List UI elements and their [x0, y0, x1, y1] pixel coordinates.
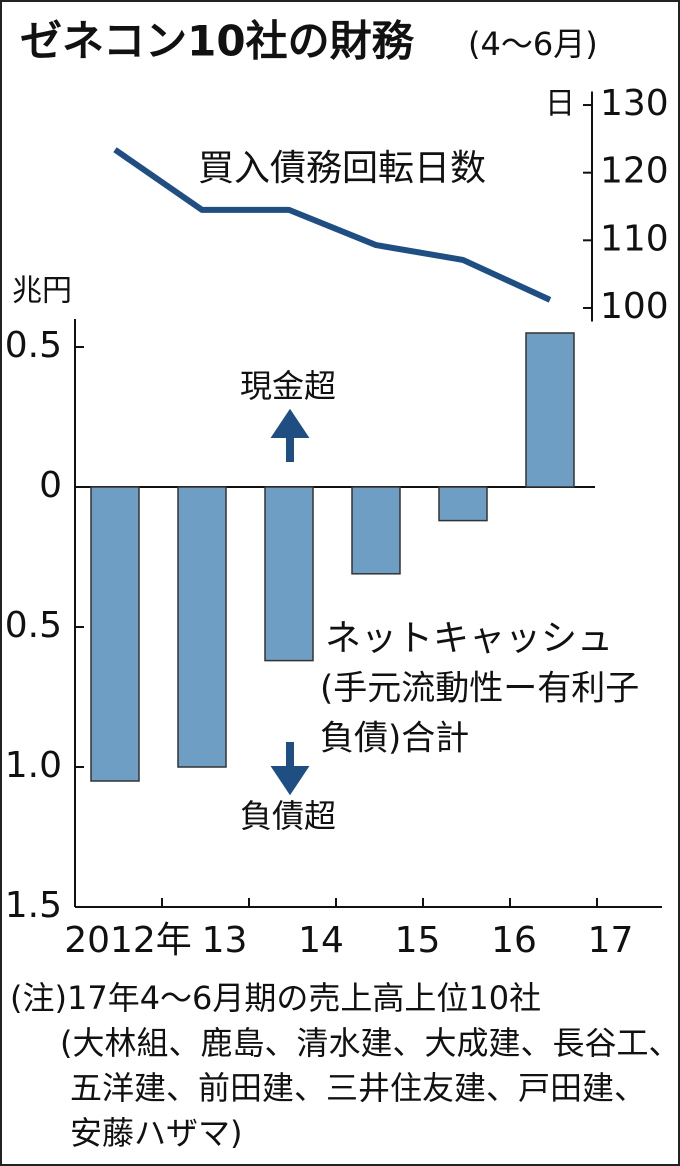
x-tick-label: 15 — [395, 920, 441, 961]
x-tick-label: 16 — [491, 920, 537, 961]
y2-tick-label: 100 — [600, 286, 669, 327]
y-axis-label: 兆円 — [12, 274, 72, 309]
y2-axis-label: 日 — [545, 87, 575, 122]
bar — [264, 486, 314, 662]
up-arrow — [270, 408, 310, 462]
bar — [438, 486, 488, 522]
bar — [525, 332, 575, 488]
annotation: (手元流動性ー有利子 — [320, 669, 639, 709]
note: (大林組、鹿島、清水建、大成建、長谷工、 — [60, 1024, 680, 1062]
annotation: 負債超 — [240, 797, 336, 835]
y-tick-label: 0.5 — [5, 605, 62, 646]
y-tick-label: 1.5 — [5, 885, 62, 926]
y2-tick-label: 130 — [600, 83, 669, 124]
note: 安藤ハザマ) — [70, 1114, 243, 1152]
y2-tick-label: 120 — [600, 151, 669, 192]
y-tick-label: 0.5 — [5, 325, 62, 366]
bar — [177, 486, 227, 768]
series-label: 買入債務回転日数 — [198, 148, 486, 189]
x-tick-label: 17 — [588, 920, 634, 961]
note: (注)17年4〜6月期の売上高上位10社 — [10, 979, 541, 1017]
y-tick-label: 0 — [39, 465, 62, 506]
note: 五洋建、前田建、三井住友建、戸田建、 — [70, 1069, 646, 1107]
annotation: 負債)合計 — [320, 719, 469, 759]
series-label: ネットキャッシュ — [325, 618, 613, 659]
line — [113, 147, 552, 303]
chart-title: ゼネコン10社の財務 — [20, 17, 415, 66]
down-arrow — [270, 742, 310, 796]
x-tick-label: 13 — [202, 920, 248, 961]
y2-tick-label: 110 — [600, 218, 669, 259]
chart-subtitle: (4〜6月) — [468, 25, 598, 63]
x-tick-label: 2012年 — [64, 920, 192, 961]
annotation: 現金超 — [240, 367, 336, 405]
x-tick-label: 14 — [298, 920, 344, 961]
y-tick-label: 1.0 — [5, 745, 62, 786]
bar — [90, 486, 140, 782]
bar — [351, 486, 401, 575]
